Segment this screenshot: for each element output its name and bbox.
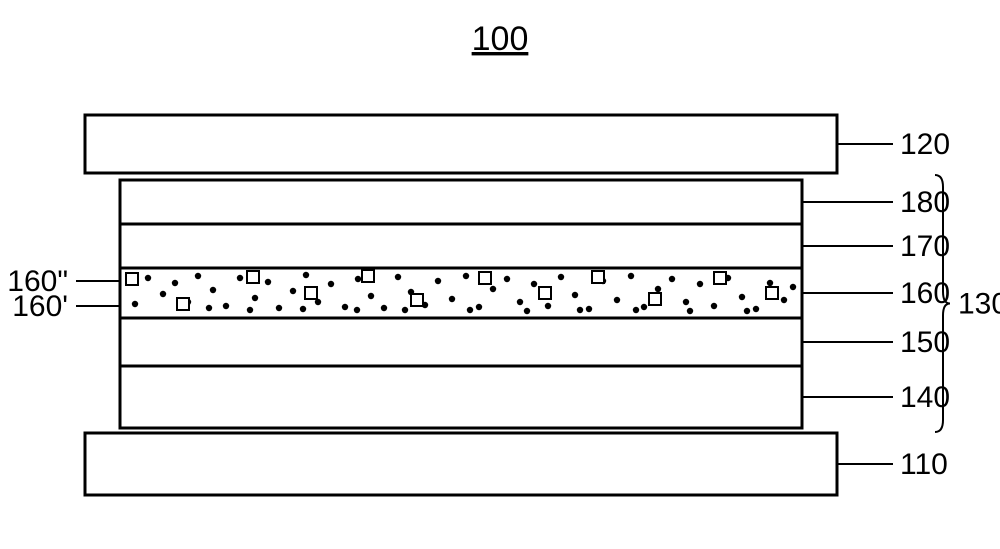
texture-dot xyxy=(435,278,441,284)
texture-dot xyxy=(342,304,348,310)
texture-dot xyxy=(160,291,166,297)
texture-dot xyxy=(210,287,216,293)
texture-square xyxy=(714,272,726,284)
texture-square xyxy=(411,294,423,306)
layer-140 xyxy=(120,366,802,428)
texture-dot xyxy=(628,273,634,279)
texture-dot xyxy=(276,305,282,311)
texture-dot xyxy=(558,274,564,280)
figure-title: 100 xyxy=(472,20,529,58)
texture-dot xyxy=(206,305,212,311)
texture-square xyxy=(479,272,491,284)
texture-dot xyxy=(252,295,258,301)
layer-150 xyxy=(120,318,802,366)
texture-dot xyxy=(463,273,469,279)
texture-dot xyxy=(633,307,639,313)
texture-dot xyxy=(641,304,647,310)
texture-dot xyxy=(195,273,201,279)
label-left-160-1: 160' xyxy=(12,290,68,323)
texture-dot xyxy=(172,280,178,286)
layer-120 xyxy=(85,115,837,173)
texture-dot xyxy=(300,306,306,312)
texture-square xyxy=(539,287,551,299)
texture-dot xyxy=(739,294,745,300)
texture-dot xyxy=(572,292,578,298)
texture-dot xyxy=(368,293,374,299)
texture-dot xyxy=(132,301,138,307)
texture-dot xyxy=(303,272,309,278)
label-120: 120 xyxy=(900,128,950,161)
layer-110 xyxy=(85,433,837,495)
texture-dot xyxy=(687,308,693,314)
texture-square xyxy=(126,273,138,285)
texture-dot xyxy=(753,306,759,312)
texture-dot xyxy=(697,281,703,287)
texture-dot xyxy=(586,306,592,312)
texture-dot xyxy=(614,297,620,303)
texture-dot xyxy=(711,303,717,309)
texture-dot xyxy=(517,299,523,305)
texture-dot xyxy=(524,308,530,314)
texture-dot xyxy=(476,304,482,310)
texture-dot xyxy=(449,296,455,302)
texture-dot xyxy=(237,275,243,281)
texture-square xyxy=(177,298,189,310)
texture-square xyxy=(649,293,661,305)
texture-dot xyxy=(669,276,675,282)
texture-dot xyxy=(545,303,551,309)
texture-dot xyxy=(145,275,151,281)
texture-dot xyxy=(467,307,473,313)
texture-square xyxy=(766,287,778,299)
texture-dot xyxy=(290,288,296,294)
texture-dot xyxy=(381,305,387,311)
texture-dot xyxy=(223,303,229,309)
texture-dot xyxy=(767,280,773,286)
texture-dot xyxy=(354,307,360,313)
layer-180 xyxy=(120,180,802,224)
texture-dot xyxy=(655,286,661,292)
texture-square xyxy=(247,271,259,283)
texture-dot xyxy=(402,307,408,313)
layer-170 xyxy=(120,224,802,268)
texture-dot xyxy=(781,297,787,303)
texture-dot xyxy=(247,307,253,313)
texture-dot xyxy=(328,281,334,287)
texture-dot xyxy=(265,279,271,285)
label-110: 110 xyxy=(900,448,948,481)
texture-dot xyxy=(790,284,796,290)
texture-dot xyxy=(355,276,361,282)
texture-square xyxy=(305,287,317,299)
texture-square xyxy=(592,271,604,283)
texture-dot xyxy=(504,276,510,282)
layer-160 xyxy=(120,268,802,318)
texture-dot xyxy=(577,307,583,313)
texture-dot xyxy=(744,308,750,314)
texture-dot xyxy=(490,286,496,292)
label-130: 130 xyxy=(958,288,1000,321)
texture-dot xyxy=(395,274,401,280)
texture-dot xyxy=(683,299,689,305)
texture-dot xyxy=(531,281,537,287)
texture-square xyxy=(362,270,374,282)
